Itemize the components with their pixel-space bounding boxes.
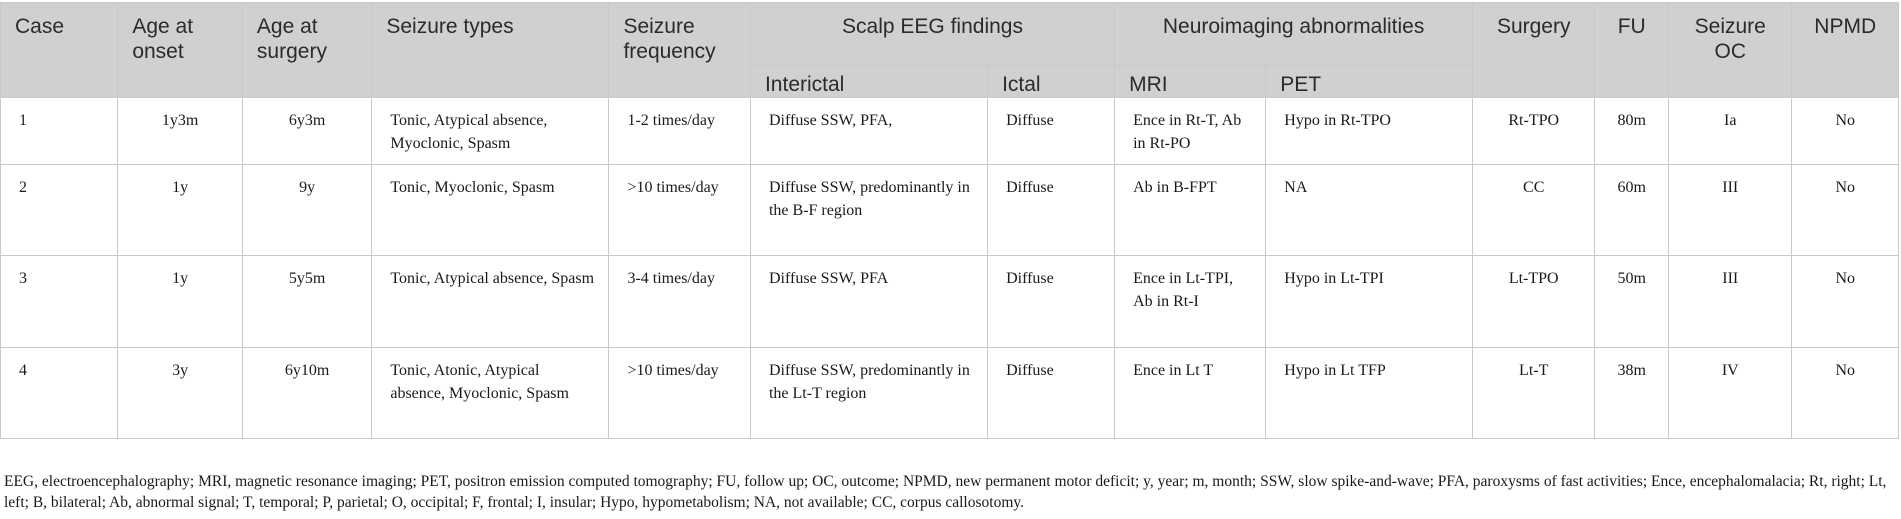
cell-mri: Ence in Lt T bbox=[1114, 347, 1267, 439]
cell-npmd: No bbox=[1791, 97, 1899, 165]
cell-outcome: IV bbox=[1668, 347, 1793, 439]
cell-frequency: >10 times/day bbox=[608, 347, 751, 439]
table-row: 4 3y 6y10m Tonic, Atonic, Atypical absen… bbox=[0, 347, 1899, 439]
cell-seizure-types: Tonic, Atonic, Atypical absence, Myoclon… bbox=[371, 347, 610, 439]
cell-npmd: No bbox=[1791, 255, 1899, 348]
cell-surgery: Rt-TPO bbox=[1472, 97, 1596, 165]
header-ictal: Ictal bbox=[987, 65, 1116, 98]
cell-interictal: Diffuse SSW, predominantly in the B-F re… bbox=[749, 164, 989, 256]
cell-surgery: Lt-TPO bbox=[1472, 255, 1596, 348]
cell-interictal: Diffuse SSW, PFA bbox=[749, 255, 989, 348]
cell-pet: Hypo in Lt-TPI bbox=[1265, 255, 1474, 348]
header-pet: PET bbox=[1265, 65, 1474, 98]
cell-mri: Ence in Lt-TPI, Ab in Rt-I bbox=[1114, 255, 1267, 348]
cell-surgery: Lt-T bbox=[1472, 347, 1596, 439]
header-age-onset: Age at onset bbox=[117, 2, 243, 98]
cell-frequency: 3-4 times/day bbox=[608, 255, 751, 348]
cell-npmd: No bbox=[1791, 347, 1899, 439]
cell-fu: 60m bbox=[1594, 164, 1670, 256]
cell-pet: NA bbox=[1265, 164, 1474, 256]
header-seizure-types: Seizure types bbox=[371, 2, 610, 98]
cell-outcome: III bbox=[1668, 164, 1793, 256]
cell-age-surgery: 6y3m bbox=[241, 97, 373, 165]
cell-fu: 38m bbox=[1594, 347, 1670, 439]
cell-mri: Ence in Rt-T, Ab in Rt-PO bbox=[1114, 97, 1267, 165]
cell-seizure-types: Tonic, Atypical absence, Myoclonic, Spas… bbox=[371, 97, 610, 165]
cell-age-surgery: 9y bbox=[241, 164, 373, 256]
table-footnote: EEG, electroencephalography; MRI, magnet… bbox=[4, 473, 1887, 511]
cell-age-onset: 1y bbox=[117, 164, 243, 256]
cell-mri: Ab in B-FPT bbox=[1114, 164, 1267, 256]
clinical-table: Case Age at onset Age at surgery Seizure… bbox=[0, 2, 1899, 439]
header-surgery: Surgery bbox=[1472, 2, 1596, 98]
cell-npmd: No bbox=[1791, 164, 1899, 256]
header-npmd: NPMD bbox=[1791, 2, 1899, 98]
cell-age-onset: 1y bbox=[117, 255, 243, 348]
cell-frequency: 1-2 times/day bbox=[608, 97, 751, 165]
header-mri: MRI bbox=[1114, 65, 1267, 98]
cell-outcome: Ia bbox=[1668, 97, 1793, 165]
header-fu: FU bbox=[1594, 2, 1670, 98]
table-row: 2 1y 9y Tonic, Myoclonic, Spasm >10 time… bbox=[0, 164, 1899, 256]
cell-fu: 80m bbox=[1594, 97, 1670, 165]
cell-surgery: CC bbox=[1472, 164, 1596, 256]
cell-interictal: Diffuse SSW, predominantly in the Lt-T r… bbox=[749, 347, 989, 439]
cell-pet: Hypo in Rt-TPO bbox=[1265, 97, 1474, 165]
cell-age-onset: 3y bbox=[117, 347, 243, 439]
cell-seizure-types: Tonic, Atypical absence, Spasm bbox=[371, 255, 610, 348]
header-interictal: Interictal bbox=[749, 65, 989, 98]
cell-ictal: Diffuse bbox=[987, 164, 1116, 256]
header-scalp-eeg: Scalp EEG findings bbox=[749, 2, 1116, 66]
cell-seizure-types: Tonic, Myoclonic, Spasm bbox=[371, 164, 610, 256]
cell-ictal: Diffuse bbox=[987, 255, 1116, 348]
cell-outcome: III bbox=[1668, 255, 1793, 348]
header-neuroimaging: Neuroimaging abnormalities bbox=[1114, 2, 1474, 66]
cell-ictal: Diffuse bbox=[987, 97, 1116, 165]
cell-case: 2 bbox=[0, 164, 119, 256]
table-row: 1 1y3m 6y3m Tonic, Atypical absence, Myo… bbox=[0, 97, 1899, 165]
cell-case: 3 bbox=[0, 255, 119, 348]
cell-frequency: >10 times/day bbox=[608, 164, 751, 256]
header-age-surgery: Age at surgery bbox=[241, 2, 373, 98]
cell-age-surgery: 6y10m bbox=[241, 347, 373, 439]
cell-age-onset: 1y3m bbox=[117, 97, 243, 165]
cell-ictal: Diffuse bbox=[987, 347, 1116, 439]
cell-case: 4 bbox=[0, 347, 119, 439]
cell-pet: Hypo in Lt TFP bbox=[1265, 347, 1474, 439]
cell-fu: 50m bbox=[1594, 255, 1670, 348]
header-case: Case bbox=[0, 2, 119, 98]
cell-interictal: Diffuse SSW, PFA, bbox=[749, 97, 989, 165]
cell-age-surgery: 5y5m bbox=[241, 255, 373, 348]
table-row: 3 1y 5y5m Tonic, Atypical absence, Spasm… bbox=[0, 255, 1899, 348]
header-seizure-frequency: Seizure frequency bbox=[608, 2, 751, 98]
header-seizure-oc: Seizure OC bbox=[1668, 2, 1793, 98]
cell-case: 1 bbox=[0, 97, 119, 165]
